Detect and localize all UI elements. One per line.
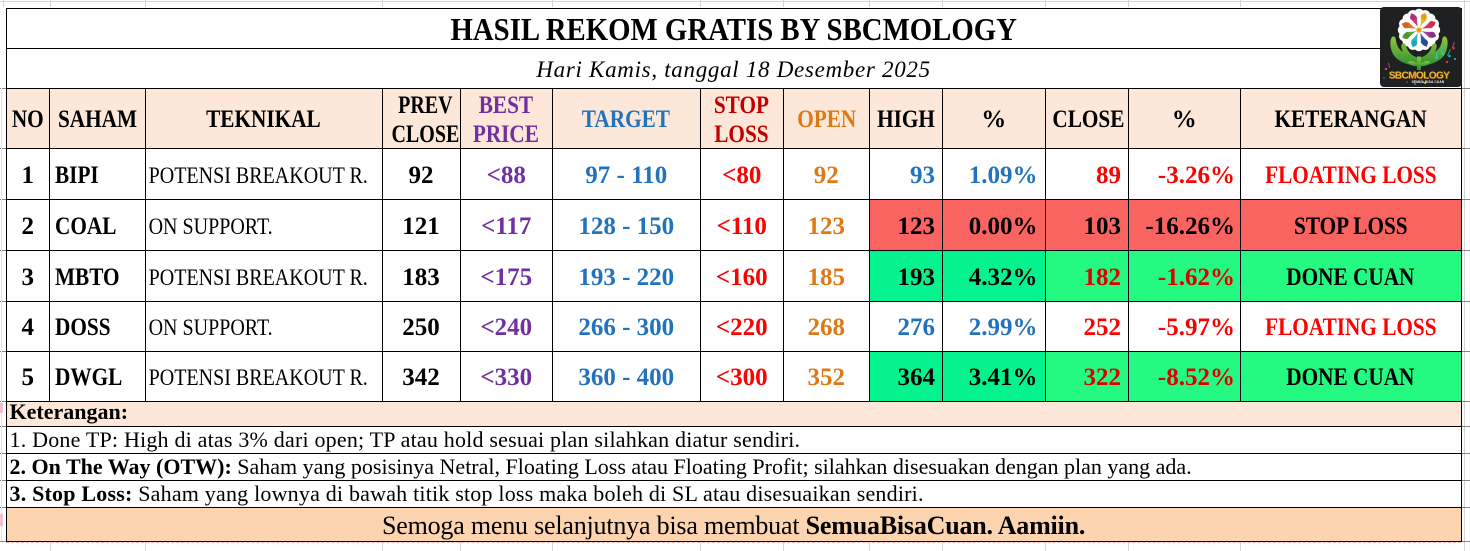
svg-text:SBCMOLOGY: SBCMOLOGY [1389,71,1450,82]
svg-text:SEMUA BISA CUAN: SEMUA BISA CUAN [1412,80,1445,84]
svg-text:SBCMOLOGY: SBCMOLOGY [1389,71,1450,82]
